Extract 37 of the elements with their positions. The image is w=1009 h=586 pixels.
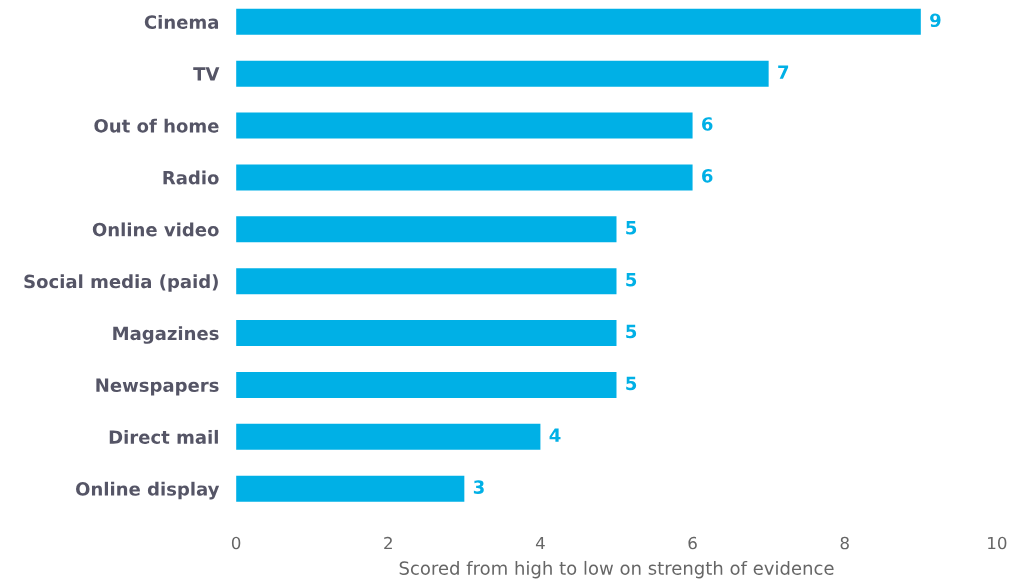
data-label: 3 <box>473 480 484 494</box>
bar <box>236 320 617 346</box>
data-label: 5 <box>626 376 637 391</box>
x-tick-label: 6 <box>688 536 697 550</box>
bar <box>236 475 465 502</box>
y-tick-label: Magazines <box>113 326 219 344</box>
data-label: 5 <box>626 221 637 235</box>
y-tick-label: TV <box>193 67 220 81</box>
y-tick-label: Cinema <box>144 14 219 29</box>
y-tick-label: Out of home <box>94 118 219 133</box>
x-tick-label: 2 <box>384 536 392 550</box>
y-tick-label: Online display <box>76 481 220 500</box>
x-tick-label: 0 <box>231 536 241 550</box>
bar <box>236 371 617 398</box>
bar <box>236 164 693 191</box>
data-label: 6 <box>702 117 713 131</box>
bar <box>236 60 769 87</box>
y-tick-label: Social media (paid) <box>24 274 218 292</box>
y-tick-label: Online video <box>92 222 219 237</box>
data-label: 5 <box>626 272 637 287</box>
x-tick-label: 10 <box>988 536 1007 550</box>
x-tick-label: 4 <box>535 536 545 550</box>
bar <box>236 423 541 450</box>
data-label: 4 <box>549 428 561 442</box>
x-tick-label: 8 <box>840 536 849 550</box>
data-label: 9 <box>930 13 941 28</box>
bar <box>236 8 921 35</box>
bar <box>236 216 617 243</box>
data-label: 6 <box>702 169 713 183</box>
x-axis-title: Scored from high to low on strength of evidence <box>399 560 834 579</box>
y-tick-label: Radio <box>163 170 219 185</box>
bar <box>236 268 617 295</box>
y-tick-label: Newspapers <box>96 378 219 396</box>
y-tick-label: Direct mail <box>109 429 218 444</box>
data-label: 7 <box>778 65 789 79</box>
data-label: 5 <box>626 324 637 339</box>
bar <box>236 112 693 139</box>
